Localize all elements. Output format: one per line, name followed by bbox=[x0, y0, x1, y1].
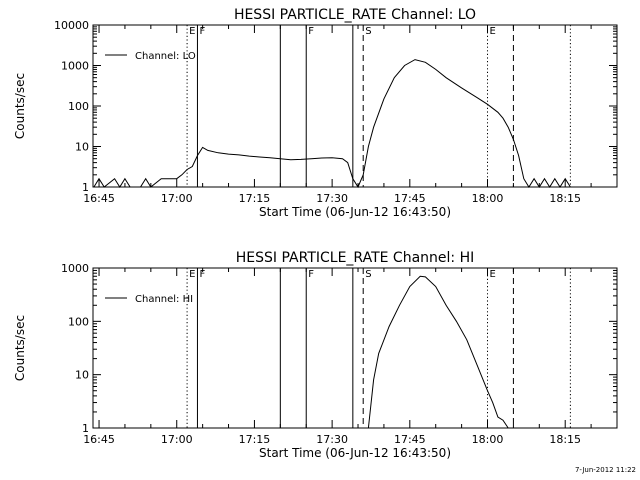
y-tick-label: 100 bbox=[68, 100, 89, 113]
x-tick-label: 17:30 bbox=[316, 192, 348, 205]
time-marker-label: F bbox=[199, 26, 205, 37]
y-tick-label: 100 bbox=[68, 315, 89, 328]
y-axis-label: Counts/sec bbox=[13, 315, 27, 381]
series-line bbox=[367, 275, 509, 429]
time-marker-label: S bbox=[365, 269, 371, 280]
y-tick-label: 1 bbox=[82, 422, 89, 435]
x-tick-label: 18:15 bbox=[549, 433, 581, 446]
legend-label: Channel: LO bbox=[135, 51, 196, 62]
x-tick-label: 18:00 bbox=[472, 192, 504, 205]
timestamp-stamp: 7-Jun-2012 11:22 bbox=[574, 466, 636, 474]
y-tick-label: 10 bbox=[75, 141, 89, 154]
x-tick-label: 17:00 bbox=[161, 433, 193, 446]
time-marker-label: F bbox=[308, 26, 314, 37]
x-tick-label: 17:30 bbox=[316, 433, 348, 446]
x-tick-label: 17:45 bbox=[394, 433, 426, 446]
time-marker-label: F bbox=[199, 269, 205, 280]
x-tick-label: 16:45 bbox=[83, 192, 115, 205]
x-axis-label: Start Time (06-Jun-12 16:43:50) bbox=[259, 205, 451, 219]
y-axis-label: Counts/sec bbox=[13, 73, 27, 139]
x-tick-label: 17:15 bbox=[239, 192, 271, 205]
y-tick-label: 1000 bbox=[61, 60, 89, 73]
time-marker-label: E bbox=[490, 269, 496, 280]
y-tick-label: 1 bbox=[82, 181, 89, 194]
x-tick-label: 17:45 bbox=[394, 192, 426, 205]
time-marker-label: E bbox=[490, 26, 496, 37]
x-tick-label: 18:00 bbox=[472, 433, 504, 446]
legend-label: Channel: HI bbox=[135, 294, 193, 305]
x-tick-label: 18:15 bbox=[549, 192, 581, 205]
chart-title: HESSI PARTICLE_RATE Channel: HI bbox=[236, 250, 474, 266]
series-line bbox=[93, 59, 571, 189]
time-marker-label: E bbox=[189, 26, 195, 37]
time-marker-label: F bbox=[308, 269, 314, 280]
plot-frame bbox=[92, 267, 618, 429]
chart-title: HESSI PARTICLE_RATE Channel: LO bbox=[234, 7, 476, 23]
y-tick-label: 1000 bbox=[61, 262, 89, 275]
x-tick-label: 17:15 bbox=[239, 433, 271, 446]
time-marker-label: E bbox=[189, 269, 195, 280]
x-tick-label: 17:00 bbox=[161, 192, 193, 205]
plot-frame bbox=[92, 24, 618, 188]
y-tick-label: 10 bbox=[75, 369, 89, 382]
y-tick-label: 10000 bbox=[54, 19, 89, 32]
x-tick-label: 16:45 bbox=[83, 433, 115, 446]
time-marker-label: S bbox=[365, 26, 371, 37]
x-axis-label: Start Time (06-Jun-12 16:43:50) bbox=[259, 446, 451, 460]
